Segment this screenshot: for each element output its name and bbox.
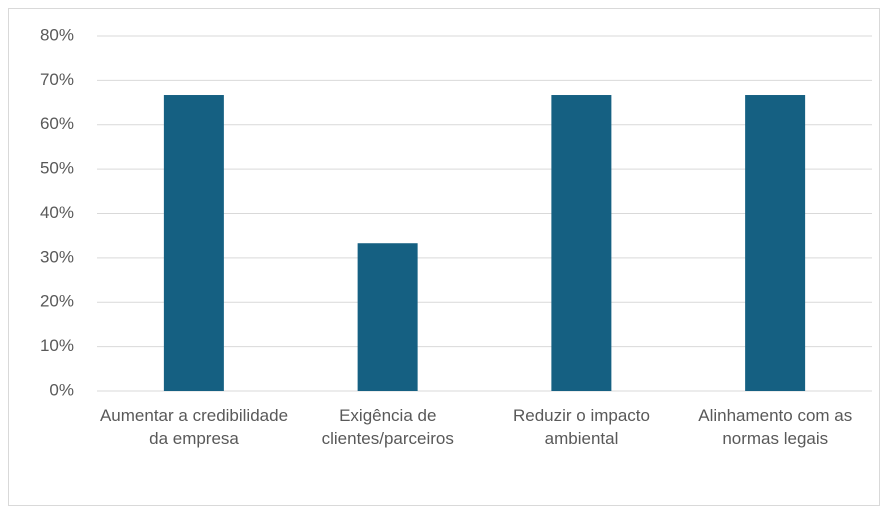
y-tick-label: 20% [40,292,74,311]
x-tick-label: Aumentar a credibilidade da empresa [99,406,289,448]
y-tick-label: 60% [40,114,74,133]
chart-border [8,8,880,506]
y-tick-label: 10% [40,336,74,355]
x-tick-label: Alinhamento com as normas legais [698,406,853,448]
y-tick-label: 40% [40,203,74,222]
x-tick-label: Exigência de clientes/parceiros [321,406,454,448]
bar [357,243,418,391]
y-tick-label: 80% [40,25,74,44]
y-tick-label: 50% [40,159,74,178]
bar [163,95,224,392]
y-tick-label: 0% [49,380,74,399]
bar [745,95,806,392]
bar [551,95,612,392]
y-tick-label: 70% [40,70,74,89]
x-tick-label: Reduzir o impacto ambiental [512,406,650,448]
y-tick-label: 30% [40,247,74,266]
